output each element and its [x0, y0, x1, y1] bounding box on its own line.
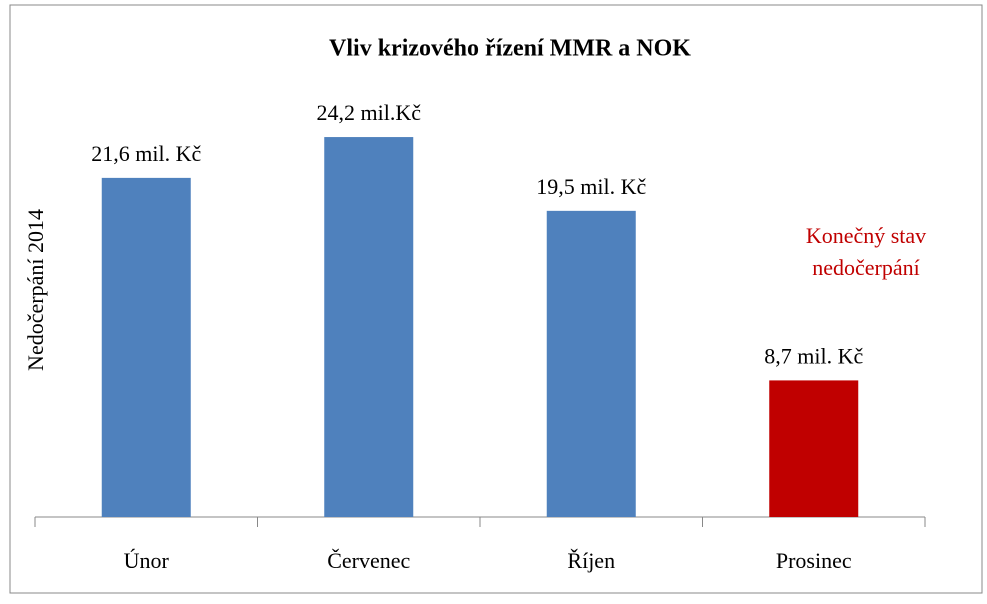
x-tick-label: Říjen	[567, 548, 615, 573]
x-tick-label: Prosinec	[776, 548, 852, 573]
bar	[769, 380, 859, 517]
bar	[324, 137, 414, 517]
x-tick-label: Únor	[124, 548, 170, 573]
annotation: Konečný stav	[806, 223, 926, 248]
bar	[101, 177, 191, 517]
value-label: 8,7 mil. Kč	[764, 343, 863, 368]
annotation: nedočerpání	[812, 255, 920, 280]
bar	[546, 210, 636, 517]
value-label: 19,5 mil. Kč	[536, 174, 646, 199]
value-label: 21,6 mil. Kč	[91, 141, 201, 166]
chart-title: Vliv krizového řízení MMR a NOK	[329, 36, 691, 62]
value-label: 24,2 mil.Kč	[317, 100, 422, 125]
y-axis-label: Nedočerpání 2014	[23, 209, 48, 371]
x-tick-label: Červenec	[327, 548, 410, 573]
